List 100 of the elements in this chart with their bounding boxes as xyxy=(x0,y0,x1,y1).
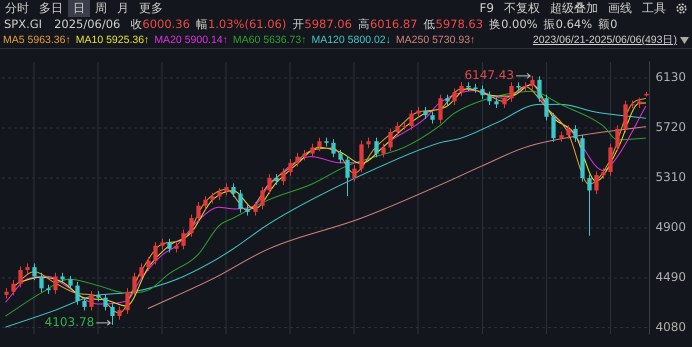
candlestick xyxy=(281,168,286,186)
candlestick xyxy=(260,186,265,210)
candlestick xyxy=(409,109,414,130)
text: 6000.36 xyxy=(142,16,190,30)
candlestick xyxy=(317,137,322,152)
text: MA20 xyxy=(154,34,182,46)
candlestick xyxy=(573,124,578,142)
candlestick xyxy=(4,288,9,299)
candlestick xyxy=(438,94,443,124)
candlestick xyxy=(480,84,485,100)
text: 5900.14↑ xyxy=(184,34,228,46)
text: MA60 xyxy=(232,34,260,46)
candlestick xyxy=(430,111,435,124)
candlestick xyxy=(352,164,357,182)
text: 日 xyxy=(68,0,90,16)
y-tick-label: 5720 xyxy=(655,120,686,134)
candlestick xyxy=(445,94,450,106)
text: 0 xyxy=(610,16,618,30)
text: 不复权 xyxy=(503,0,541,16)
candlestick xyxy=(594,170,599,195)
candlestick xyxy=(139,263,144,281)
y-tick-label: 4080 xyxy=(655,320,686,334)
text: 画线 xyxy=(607,0,633,16)
text: 5987.06 xyxy=(304,16,352,30)
text: 5730.93↑ xyxy=(432,34,476,46)
candlestick xyxy=(217,188,222,201)
candlestick xyxy=(189,214,194,238)
candlestick xyxy=(60,272,65,284)
candlestick xyxy=(231,182,236,198)
candlestick xyxy=(402,122,407,130)
candlestick xyxy=(167,238,172,253)
text: F9 xyxy=(478,1,495,15)
candlestick xyxy=(388,128,393,152)
text: 2025/06/06 xyxy=(54,17,120,31)
candlestick xyxy=(566,124,571,140)
text: 5978.63 xyxy=(436,16,484,30)
candlestick xyxy=(615,124,620,152)
candlestick xyxy=(338,149,343,164)
text: 周 xyxy=(94,0,108,16)
candlestick xyxy=(288,158,293,176)
candlestick xyxy=(302,149,307,161)
candlestick xyxy=(103,293,108,312)
candlestick xyxy=(11,280,16,296)
line-series xyxy=(147,126,646,310)
candlestick xyxy=(132,272,137,296)
text: 1.03%(61.06) xyxy=(208,16,286,30)
text: 多日 xyxy=(38,0,64,16)
candlestick xyxy=(238,189,243,213)
candlestick xyxy=(39,272,44,293)
candlestick xyxy=(459,82,464,96)
candlestick xyxy=(381,143,386,158)
candlestick xyxy=(494,97,499,108)
candlestick xyxy=(110,302,115,326)
candlestick xyxy=(551,112,556,142)
candlestick xyxy=(68,275,73,290)
text: MA120 xyxy=(311,34,345,46)
candlestick xyxy=(345,155,350,197)
candlestick xyxy=(637,97,642,108)
candlestick xyxy=(89,290,94,312)
text: 5963.36↑ xyxy=(28,34,71,46)
candlestick xyxy=(310,143,315,158)
candlestick xyxy=(502,94,507,108)
text: MA10 xyxy=(76,34,104,46)
text: 5925.36↑ xyxy=(106,34,150,46)
candlestick xyxy=(366,137,371,148)
candlestick xyxy=(630,100,635,108)
candlestick xyxy=(587,174,592,236)
candlestick xyxy=(530,75,535,90)
candlestick xyxy=(82,296,87,312)
text: 超级叠加 xyxy=(549,0,599,16)
candlestick xyxy=(509,82,514,102)
candlestick xyxy=(18,266,23,288)
candlestick xyxy=(245,204,250,216)
text: MA5 xyxy=(3,34,25,46)
candlestick xyxy=(487,91,492,106)
text: 更多 xyxy=(138,0,164,16)
candlestick xyxy=(125,288,130,314)
candlestick xyxy=(416,106,421,118)
candlestick xyxy=(117,306,122,320)
candlestick xyxy=(537,76,542,102)
candlestick xyxy=(295,152,300,167)
candlestick xyxy=(395,122,400,136)
y-tick-label: 5310 xyxy=(655,170,686,184)
text: 5800.02↓ xyxy=(348,34,391,46)
annotation: 4103.78 xyxy=(44,314,94,329)
candlestick xyxy=(25,263,30,274)
candlestick xyxy=(423,106,428,120)
text: 6016.87 xyxy=(370,16,418,30)
candlestick xyxy=(75,281,80,306)
candlestick xyxy=(559,131,564,142)
candlestick xyxy=(146,256,151,272)
text: 工具 xyxy=(641,0,667,16)
candlestick xyxy=(196,202,201,222)
text: 0.64% xyxy=(556,16,592,30)
text: 0.00% xyxy=(501,16,538,30)
y-tick-label: 6130 xyxy=(655,70,686,84)
candlestick xyxy=(601,168,606,180)
candlestick xyxy=(452,88,457,106)
candlestick xyxy=(331,138,336,158)
candlestick xyxy=(53,272,58,294)
